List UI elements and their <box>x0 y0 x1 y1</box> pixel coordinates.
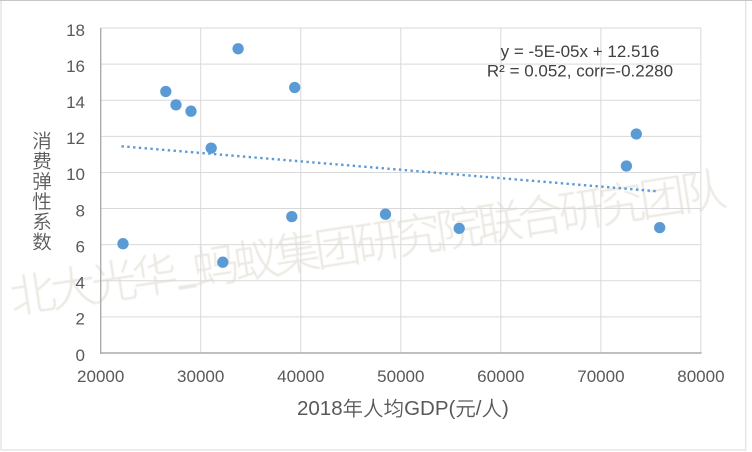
svg-text:18: 18 <box>66 21 85 40</box>
svg-text:40000: 40000 <box>277 367 324 386</box>
svg-text:/: / <box>476 397 482 420</box>
svg-text:60000: 60000 <box>477 367 524 386</box>
svg-text:20000: 20000 <box>77 367 124 386</box>
svg-text:GDP(: GDP( <box>404 397 455 420</box>
svg-text:10: 10 <box>66 165 85 184</box>
svg-text:0: 0 <box>76 346 85 365</box>
svg-text:2: 2 <box>76 310 85 329</box>
svg-text:y = -5E-05x + 12.516: y = -5E-05x + 12.516 <box>501 42 660 61</box>
svg-text:2018: 2018 <box>297 397 343 420</box>
svg-text:4: 4 <box>76 274 85 293</box>
svg-text:70000: 70000 <box>577 367 624 386</box>
svg-text:R² = 0.052, corr=-0.2280: R² = 0.052, corr=-0.2280 <box>487 62 673 81</box>
svg-text:16: 16 <box>66 57 85 76</box>
svg-text:30000: 30000 <box>177 367 224 386</box>
svg-text:8: 8 <box>76 201 85 220</box>
svg-text:50000: 50000 <box>377 367 424 386</box>
svg-text:): ) <box>502 397 509 420</box>
svg-text:80000: 80000 <box>677 367 724 386</box>
svg-text:14: 14 <box>66 93 85 112</box>
svg-text:6: 6 <box>76 238 85 257</box>
svg-text:12: 12 <box>66 129 85 148</box>
